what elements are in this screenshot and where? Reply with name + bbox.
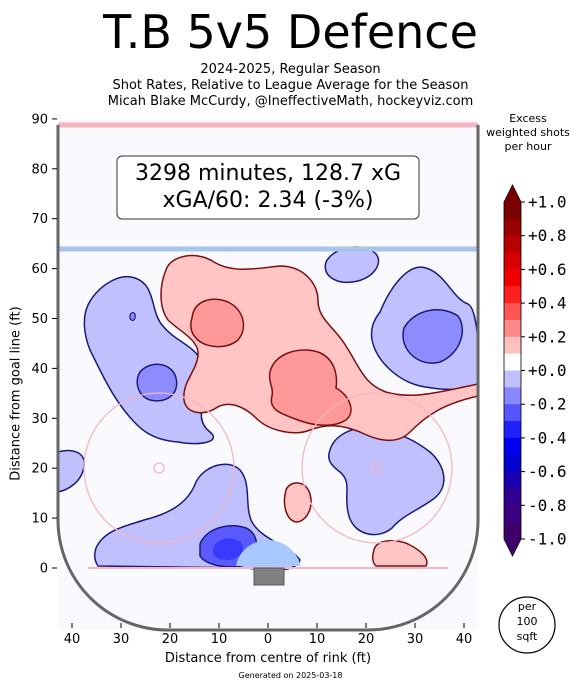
colorbar-title: Excess weighted shots per hour — [478, 112, 578, 154]
subtitle-description: Shot Rates, Relative to League Average f… — [112, 78, 469, 93]
colorbar-tick-label: +0.6 — [528, 260, 567, 279]
y-tick-label: 80 — [31, 162, 48, 177]
subtitle-season: 2024-2025, Regular Season — [200, 62, 381, 77]
heatmap-regions — [58, 246, 478, 572]
colorbar-tick-label: +0.2 — [528, 327, 567, 346]
colorbar-tick-label: -0.2 — [528, 395, 567, 414]
rink-markings — [56, 122, 480, 632]
colorbar-title-line2: weighted shots — [486, 126, 570, 139]
colorbar-tick-label: -0.6 — [528, 462, 567, 481]
colorbar-segment — [504, 269, 521, 287]
x-tick-label: 40 — [456, 632, 473, 647]
left-faceoff-circle — [83, 392, 235, 544]
region-left-dot — [129, 312, 136, 321]
colorbar-tick-label: -0.8 — [528, 496, 567, 515]
y-axis-label: Distance from goal line (ft) — [8, 306, 24, 481]
region-central-slot-pocket — [268, 349, 352, 426]
colorbar-segment — [504, 387, 521, 405]
region-left-side-of-zone — [83, 276, 214, 445]
x-axis-label: Distance from centre of rink (ft) — [164, 651, 372, 666]
x-tick-label: 10 — [211, 632, 228, 647]
colorbar-segment — [504, 319, 521, 338]
right-faceoff-dot — [371, 462, 383, 474]
colorbar-segment — [504, 471, 521, 489]
annotation-minutes-xg: 3298 minutes, 128.7 xG — [135, 161, 401, 186]
colorbar-tick-label: +0.4 — [528, 294, 567, 313]
colorbar-segment — [504, 454, 521, 473]
y-tick-label: 60 — [31, 262, 48, 277]
colorbar-segment — [504, 303, 521, 321]
colorbar-title-line3: per hour — [504, 140, 552, 153]
colorbar-segment — [504, 370, 521, 388]
generated-footer: Generated on 2025-03-18 — [238, 671, 343, 680]
colorbar-segment — [504, 353, 521, 371]
region-crease-core — [212, 538, 244, 560]
colorbar-max-arrow — [504, 185, 521, 202]
y-tick-label: 40 — [31, 362, 48, 377]
colorbar-segment — [504, 522, 521, 540]
subtitle-author: Micah Blake McCurdy, @IneffectiveMath, h… — [107, 94, 474, 109]
y-axis: 0 10 20 30 40 50 60 70 80 90 — [31, 112, 57, 577]
x-tick-label: 30 — [113, 632, 130, 647]
y-tick-label: 50 — [31, 312, 48, 327]
y-tick-label: 30 — [31, 412, 48, 427]
colorbar-segment — [504, 252, 521, 270]
x-axis: 40 30 20 10 0 10 20 30 40 — [64, 623, 473, 647]
unit-badge — [498, 596, 556, 654]
colorbar-segment — [504, 421, 521, 439]
colorbar-ticks: +1.0 +0.8 +0.6 +0.4 +0.2 +0.0 -0.2 -0.4 -0.6 -0.8… — [521, 193, 567, 549]
x-tick-label: 10 — [309, 632, 326, 647]
right-faceoff-circle — [301, 392, 453, 544]
colorbar-tick-label: -1.0 — [528, 530, 567, 549]
colorbar-min-arrow — [504, 539, 521, 556]
region-right-low-circle — [371, 539, 428, 567]
colorbar-title-line1: Excess — [509, 112, 547, 125]
y-tick-label: 10 — [31, 512, 48, 527]
colorbar-segment — [504, 336, 521, 355]
colorbar-tick-label: -0.4 — [528, 428, 567, 447]
annotation-box — [116, 155, 420, 220]
region-right-point-pocket — [402, 309, 463, 364]
x-tick-label: 30 — [407, 632, 424, 647]
colorbar — [503, 184, 522, 557]
rink-boards — [56, 125, 480, 632]
goal-net — [253, 567, 285, 586]
colorbar-segment — [504, 202, 521, 220]
left-faceoff-dot — [153, 462, 165, 474]
region-slot-and-high-slot — [160, 254, 478, 442]
unit-badge-line1: per — [518, 600, 537, 613]
region-near-crease-right — [283, 482, 312, 523]
region-left-circle-pocket — [136, 363, 178, 402]
x-tick-label: 20 — [358, 632, 375, 647]
colorbar-segment — [504, 404, 521, 422]
y-tick-label: 0 — [40, 562, 48, 577]
unit-badge-line2: 100 — [517, 615, 538, 628]
annotation-xga60: xGA/60: 2.34 (-3%) — [163, 188, 374, 213]
y-tick-label: 70 — [31, 212, 48, 227]
y-tick-label: 90 — [31, 112, 48, 127]
colorbar-tick-label: +0.8 — [528, 226, 567, 245]
region-goal-crease — [236, 540, 300, 566]
region-left-high-slot-pocket — [190, 298, 245, 348]
colorbar-segment — [504, 218, 521, 237]
colorbar-tick-label: +0.0 — [528, 361, 567, 380]
colorbar-segment — [504, 235, 521, 254]
colorbar-tick-label: +1.0 — [528, 193, 567, 212]
colorbar-segment — [504, 505, 521, 523]
y-tick-label: 20 — [31, 462, 48, 477]
x-tick-label: 40 — [64, 632, 81, 647]
x-tick-label: 0 — [264, 632, 272, 647]
chart-title: T.B 5v5 Defence — [103, 5, 478, 59]
colorbar-segment — [504, 488, 521, 506]
colorbar-segment — [504, 286, 521, 304]
x-tick-label: 20 — [162, 632, 179, 647]
unit-badge-line3: sqft — [517, 630, 538, 643]
colorbar-segment — [504, 437, 521, 456]
